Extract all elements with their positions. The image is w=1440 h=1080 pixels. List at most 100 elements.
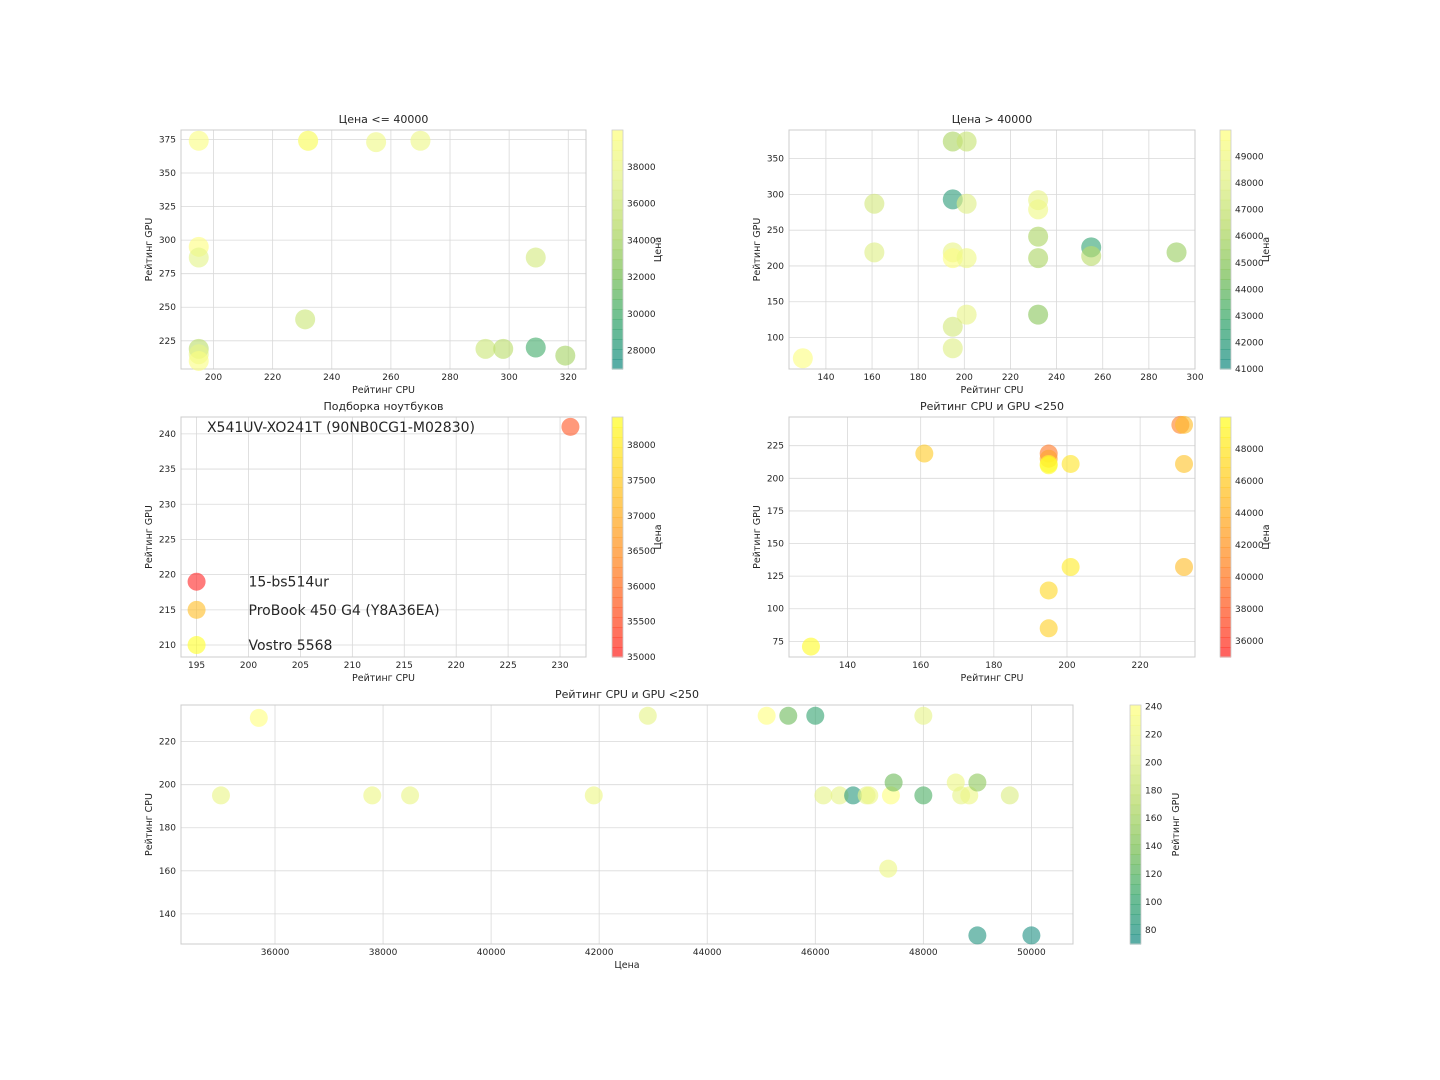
x-tick-label: 215 bbox=[396, 661, 413, 671]
colorbar-segment bbox=[612, 497, 623, 508]
data-point bbox=[814, 786, 833, 805]
x-tick-label: 48000 bbox=[909, 948, 938, 958]
y-tick-label: 220 bbox=[159, 738, 176, 748]
colorbar-tick-label: 36000 bbox=[627, 200, 656, 210]
chart-title: Цена > 40000 bbox=[952, 113, 1032, 126]
colorbar-segment bbox=[1130, 904, 1141, 915]
colorbar-segment bbox=[612, 457, 623, 468]
colorbar-segment bbox=[1220, 537, 1231, 548]
data-point bbox=[914, 786, 933, 805]
data-point bbox=[1039, 619, 1058, 638]
colorbar-tick-label: 48000 bbox=[1235, 445, 1264, 455]
colorbar-segment bbox=[612, 417, 623, 428]
y-tick-label: 225 bbox=[159, 337, 176, 347]
colorbar-segment bbox=[1220, 607, 1231, 618]
colorbar-label: Цена bbox=[1261, 237, 1272, 262]
colorbar-segment bbox=[1220, 647, 1231, 658]
colorbar-label: Цена bbox=[653, 237, 664, 262]
y-tick-label: 230 bbox=[159, 500, 176, 510]
x-tick-label: 240 bbox=[323, 373, 340, 383]
y-tick-label: 375 bbox=[159, 135, 176, 145]
colorbar-segment bbox=[1220, 517, 1231, 528]
colorbar-tick-label: 200 bbox=[1145, 758, 1162, 768]
x-tick-label: 140 bbox=[839, 661, 856, 671]
colorbar-tick-label: 37000 bbox=[627, 512, 656, 522]
colorbar-segment bbox=[1130, 734, 1141, 746]
x-tick-label: 300 bbox=[1186, 373, 1203, 383]
subplot-3: 195 200 205 210 215 220 225 230 210 215 220 225 230 2… bbox=[144, 400, 664, 684]
y-tick-label: 220 bbox=[159, 571, 176, 581]
data-point bbox=[864, 242, 885, 263]
colorbar-segment bbox=[612, 329, 623, 340]
colorbar-label: Рейтинг GPU bbox=[1171, 793, 1182, 857]
colorbar-segment bbox=[1130, 854, 1141, 865]
data-point bbox=[1166, 242, 1187, 263]
colorbar-tick-label: 35500 bbox=[627, 618, 656, 628]
colorbar: 41000 42000 43000 44000 45000 46000 47000 48000… bbox=[1219, 129, 1272, 375]
y-tick-label: 125 bbox=[767, 572, 784, 582]
x-axis-label: Рейтинг CPU bbox=[961, 673, 1024, 684]
data-point bbox=[525, 247, 546, 268]
data-point bbox=[187, 636, 206, 655]
colorbar-segment bbox=[612, 359, 623, 370]
x-tick-label: 36000 bbox=[261, 948, 290, 958]
colorbar-segment bbox=[1130, 924, 1141, 935]
colorbar-frame bbox=[611, 416, 624, 658]
colorbar-segment bbox=[612, 269, 623, 280]
colorbar-segment bbox=[612, 547, 623, 558]
chart-title: Рейтинг CPU и GPU <250 bbox=[555, 688, 699, 701]
data-point bbox=[968, 926, 987, 945]
subplot-5: 36000 38000 40000 42000 44000 46000 48000 50000… bbox=[144, 688, 1182, 971]
colorbar-segment bbox=[1220, 577, 1231, 588]
colorbar-segment bbox=[612, 467, 623, 478]
y-tick-label: 180 bbox=[159, 824, 176, 834]
x-tick-label: 205 bbox=[292, 661, 309, 671]
colorbar-frame bbox=[611, 129, 624, 370]
colorbar-segment bbox=[1130, 834, 1141, 846]
data-point bbox=[188, 350, 209, 371]
y-tick-label: 100 bbox=[767, 334, 784, 344]
colorbar-tick-label: 40000 bbox=[1235, 573, 1264, 583]
data-point bbox=[1061, 558, 1080, 576]
data-point bbox=[555, 345, 576, 366]
data-point bbox=[187, 600, 206, 619]
y-tick-label: 140 bbox=[159, 910, 176, 920]
y-axis-label: Рейтинг GPU bbox=[752, 218, 763, 282]
colorbar-segment bbox=[612, 339, 623, 350]
x-tick-label: 280 bbox=[1140, 373, 1157, 383]
y-tick-label: 200 bbox=[159, 781, 176, 791]
colorbar-segment bbox=[1130, 894, 1141, 905]
data-point bbox=[956, 193, 977, 214]
x-tick-label: 225 bbox=[500, 661, 517, 671]
colorbar-segment bbox=[612, 477, 623, 488]
colorbar-segment bbox=[612, 349, 623, 360]
colorbar-segment bbox=[612, 617, 623, 628]
colorbar-segment bbox=[612, 437, 623, 448]
chart-title: Подборка ноутбуков bbox=[324, 400, 444, 413]
axes-frame bbox=[180, 416, 587, 658]
x-tick-label: 200 bbox=[1058, 661, 1075, 671]
colorbar-segment bbox=[1220, 477, 1231, 488]
data-point bbox=[956, 131, 977, 152]
colorbar-tick-label: 100 bbox=[1145, 898, 1162, 908]
plot-area bbox=[789, 417, 1195, 657]
y-tick-label: 350 bbox=[767, 155, 784, 165]
point-annotation: ProBook 450 G4 (Y8A36EA) bbox=[249, 603, 440, 619]
colorbar-segment bbox=[1220, 339, 1231, 350]
data-point bbox=[806, 706, 825, 725]
colorbar-segment bbox=[1130, 804, 1141, 816]
x-tick-label: 40000 bbox=[477, 948, 506, 958]
colorbar-segment bbox=[612, 249, 623, 261]
y-tick-label: 75 bbox=[773, 637, 784, 647]
y-tick-label: 160 bbox=[159, 867, 176, 877]
colorbar: 28000 30000 32000 34000 36000 38000 Цена bbox=[611, 129, 664, 370]
data-point bbox=[1175, 454, 1194, 473]
colorbar-tick-label: 160 bbox=[1145, 814, 1162, 824]
colorbar-segment bbox=[1220, 130, 1231, 141]
colorbar-segment bbox=[1220, 229, 1231, 241]
colorbar-segment bbox=[1220, 497, 1231, 508]
data-point bbox=[1175, 415, 1194, 434]
colorbar-tick-label: 37500 bbox=[627, 477, 656, 487]
colorbar-segment bbox=[612, 209, 623, 221]
y-tick-label: 240 bbox=[159, 430, 176, 440]
